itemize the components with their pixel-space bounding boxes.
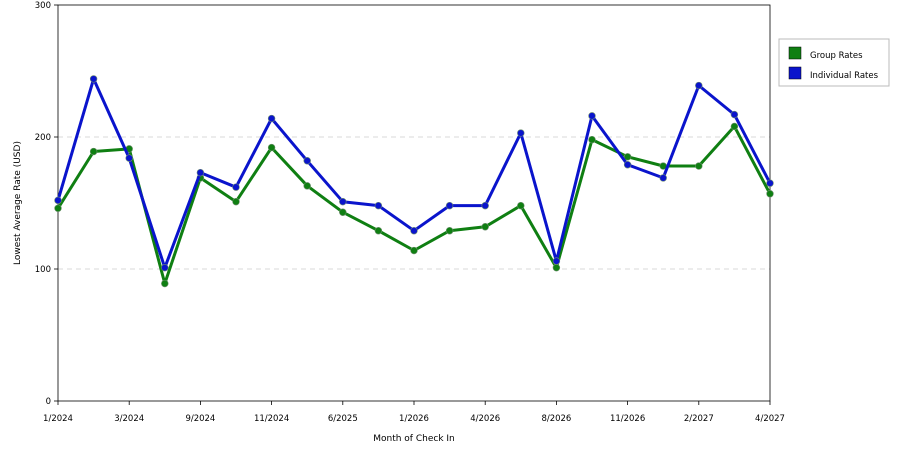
legend-swatch-individual-rates: [788, 66, 802, 80]
x-tick-label-20: 4/2027: [755, 414, 785, 424]
data-point-group-rates-19: [730, 122, 739, 131]
data-point-individual-rates-5: [232, 183, 240, 191]
data-point-individual-rates-19: [730, 110, 739, 119]
legend: Group Rates Individual Rates: [778, 38, 890, 87]
data-point-individual-rates-7: [303, 157, 311, 165]
x-tick-label-10: 1/2026: [399, 414, 429, 424]
data-point-group-rates-16: [623, 153, 632, 161]
x-tick-label-2: 3/2024: [114, 414, 144, 424]
data-point-group-rates-9: [374, 227, 383, 235]
data-point-individual-rates-6: [267, 114, 276, 123]
data-point-group-rates-15: [588, 135, 596, 144]
x-tick-label-4: 9/2024: [185, 414, 215, 424]
data-point-group-rates-1: [89, 147, 98, 156]
data-point-individual-rates-18: [695, 81, 703, 90]
series-layer: [54, 75, 774, 288]
legend-label-individual-rates: Individual Rates: [810, 71, 879, 81]
axes: 0 100 200 300 1/2024 3/2024 9/2024 11/2024 6/202…: [35, 1, 785, 424]
legend-label-group-rates: Group Rates: [810, 51, 863, 61]
data-point-individual-rates-13: [517, 129, 525, 137]
x-tick-label-0: 1/2024: [43, 414, 73, 424]
x-tick-label-8: 6/2025: [328, 414, 358, 424]
data-point-individual-rates-4: [196, 168, 205, 177]
data-point-individual-rates-11: [445, 201, 454, 210]
data-point-group-rates-5: [232, 197, 240, 206]
data-point-individual-rates-14: [552, 257, 561, 265]
y-tick-label-300: 300: [35, 1, 51, 11]
x-tick-label-12: 4/2026: [470, 414, 500, 424]
data-point-individual-rates-2: [125, 154, 133, 162]
plot-area: [57, 4, 771, 402]
data-point-group-rates-10: [410, 246, 418, 255]
data-point-individual-rates-9: [374, 201, 383, 210]
data-point-group-rates-13: [517, 201, 525, 210]
data-point-group-rates-8: [339, 208, 347, 216]
series-line-group-rates: [56, 124, 772, 285]
data-point-individual-rates-12: [481, 201, 489, 210]
data-point-individual-rates-8: [339, 197, 347, 206]
data-point-individual-rates-16: [623, 161, 632, 169]
data-point-individual-rates-0: [54, 196, 62, 205]
data-point-individual-rates-20: [766, 179, 774, 187]
legend-swatch-group-rates: [788, 46, 802, 60]
data-point-individual-rates-10: [410, 227, 418, 235]
y-tick-label-0: 0: [46, 397, 51, 407]
x-tick-label-14: 8/2026: [541, 414, 571, 424]
data-point-group-rates-20: [766, 190, 774, 198]
data-point-group-rates-6: [267, 143, 276, 152]
x-tick-label-18: 2/2027: [684, 414, 714, 424]
data-point-individual-rates-3: [161, 263, 169, 272]
data-point-individual-rates-17: [659, 174, 667, 182]
data-point-group-rates-18: [695, 162, 703, 170]
data-point-group-rates-14: [552, 263, 561, 272]
x-tick-label-16: 11/2026: [610, 414, 645, 424]
y-tick-label-100: 100: [35, 265, 51, 275]
data-point-group-rates-7: [303, 182, 311, 190]
data-point-individual-rates-15: [588, 112, 596, 120]
data-point-group-rates-11: [445, 227, 454, 235]
x-axis-title: Month of Check In: [373, 434, 455, 444]
series-line-individual-rates: [56, 77, 772, 270]
y-axis-title: Lowest Average Rate (USD): [13, 141, 23, 265]
data-point-group-rates-3: [161, 279, 169, 288]
data-point-group-rates-12: [481, 223, 489, 231]
data-point-group-rates-0: [54, 204, 62, 212]
grid-lines: [58, 136, 770, 270]
x-tick-label-6: 11/2024: [254, 414, 289, 424]
data-point-individual-rates-1: [89, 75, 98, 83]
y-tick-label-200: 200: [35, 133, 51, 143]
